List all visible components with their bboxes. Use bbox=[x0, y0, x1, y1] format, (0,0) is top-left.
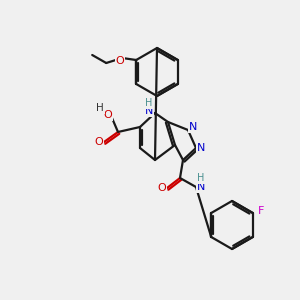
Text: N: N bbox=[189, 122, 197, 132]
Text: H: H bbox=[197, 173, 205, 183]
Text: N: N bbox=[197, 182, 205, 192]
Text: O: O bbox=[94, 137, 103, 147]
Text: O: O bbox=[103, 110, 112, 120]
Text: O: O bbox=[116, 56, 124, 66]
Text: H: H bbox=[96, 103, 104, 113]
Text: O: O bbox=[158, 183, 166, 193]
Text: F: F bbox=[258, 206, 264, 216]
Text: N: N bbox=[145, 106, 153, 116]
Text: N: N bbox=[197, 143, 205, 153]
Text: H: H bbox=[145, 98, 153, 108]
